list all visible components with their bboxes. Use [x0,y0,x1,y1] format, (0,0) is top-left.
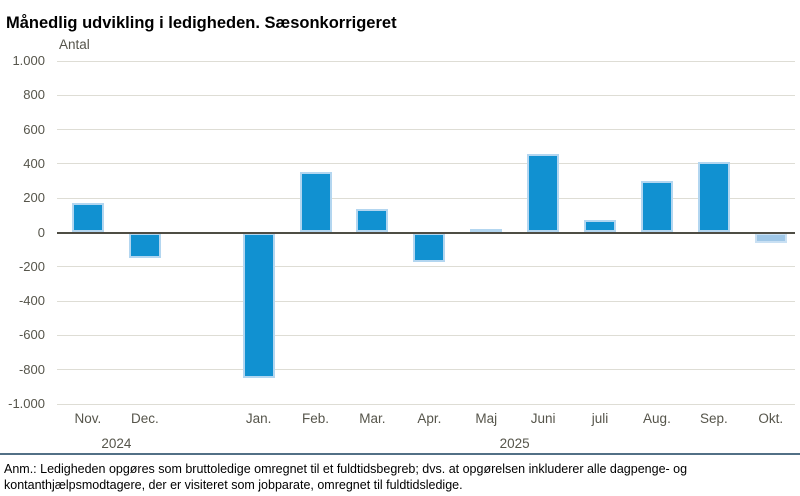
bar-Dec. [128,232,161,259]
x-axis-month-label: Maj [475,411,498,426]
x-axis-month-label: Juni [530,411,556,426]
x-axis-month-label: juli [591,411,609,426]
x-axis-year-label: 2024 [101,436,132,451]
zero-axis-line [57,231,795,234]
y-axis-tick-label: 200 [23,190,45,206]
gridline [57,129,795,131]
gridline [57,60,795,62]
x-axis-month-label: Aug. [643,411,671,426]
y-axis-tick-label: 400 [23,155,45,171]
y-axis-tick-label: -600 [18,327,45,343]
gridline [57,94,795,96]
y-axis-tick-label: 800 [23,87,45,103]
bar-chart: 1.000 800 600 400 200 0 -200 -400 -600 -800 -1.000… [8,53,795,451]
x-axis-month-label: Nov. [74,411,102,426]
x-axis-month-label: Sep. [699,411,728,426]
bar-Okt. [754,232,787,243]
y-axis-unit-label: Antal [59,37,90,52]
x-axis-month-label: Mar. [359,411,386,426]
gridline [57,266,795,268]
gridline [57,197,795,199]
x-axis-month-label: Jan. [245,411,272,426]
bar-juli [584,220,617,233]
y-axis-tick-label: -1.000 [8,396,45,411]
bar-Jan. [242,232,275,379]
bar-Feb. [299,172,332,233]
chart-title: Månedlig udvikling i ledigheden. Sæsonko… [6,14,397,33]
bar-Mar. [356,209,389,233]
y-axis-tick-label: -400 [18,293,45,309]
bar-Nov. [71,203,104,233]
bar-Juni [527,153,560,233]
y-axis-tick-label: -200 [18,258,45,274]
gridline [57,403,795,405]
gridline [57,334,795,336]
y-axis-tick-label: 600 [23,121,45,137]
x-axis-month-label: Feb. [302,411,330,426]
x-axis-month-label: Apr. [417,411,442,426]
footnote: Anm.: Ledigheden opgøres som bruttoledig… [4,462,688,492]
footer-divider [0,453,800,455]
bar-Aug. [640,181,673,233]
gridline [57,300,795,302]
bar-Sep. [697,162,730,233]
x-axis-month-label: Dec. [130,411,159,426]
x-axis-month-label: Okt. [758,411,784,426]
y-axis-tick-label: -800 [18,361,45,377]
y-axis-tick-label: 0 [37,224,45,240]
x-axis-year-label: 2025 [499,436,530,451]
gridline [57,163,795,165]
y-axis-tick-label: 1.000 [12,53,45,68]
bar-Apr. [413,232,446,262]
gridline [57,369,795,371]
